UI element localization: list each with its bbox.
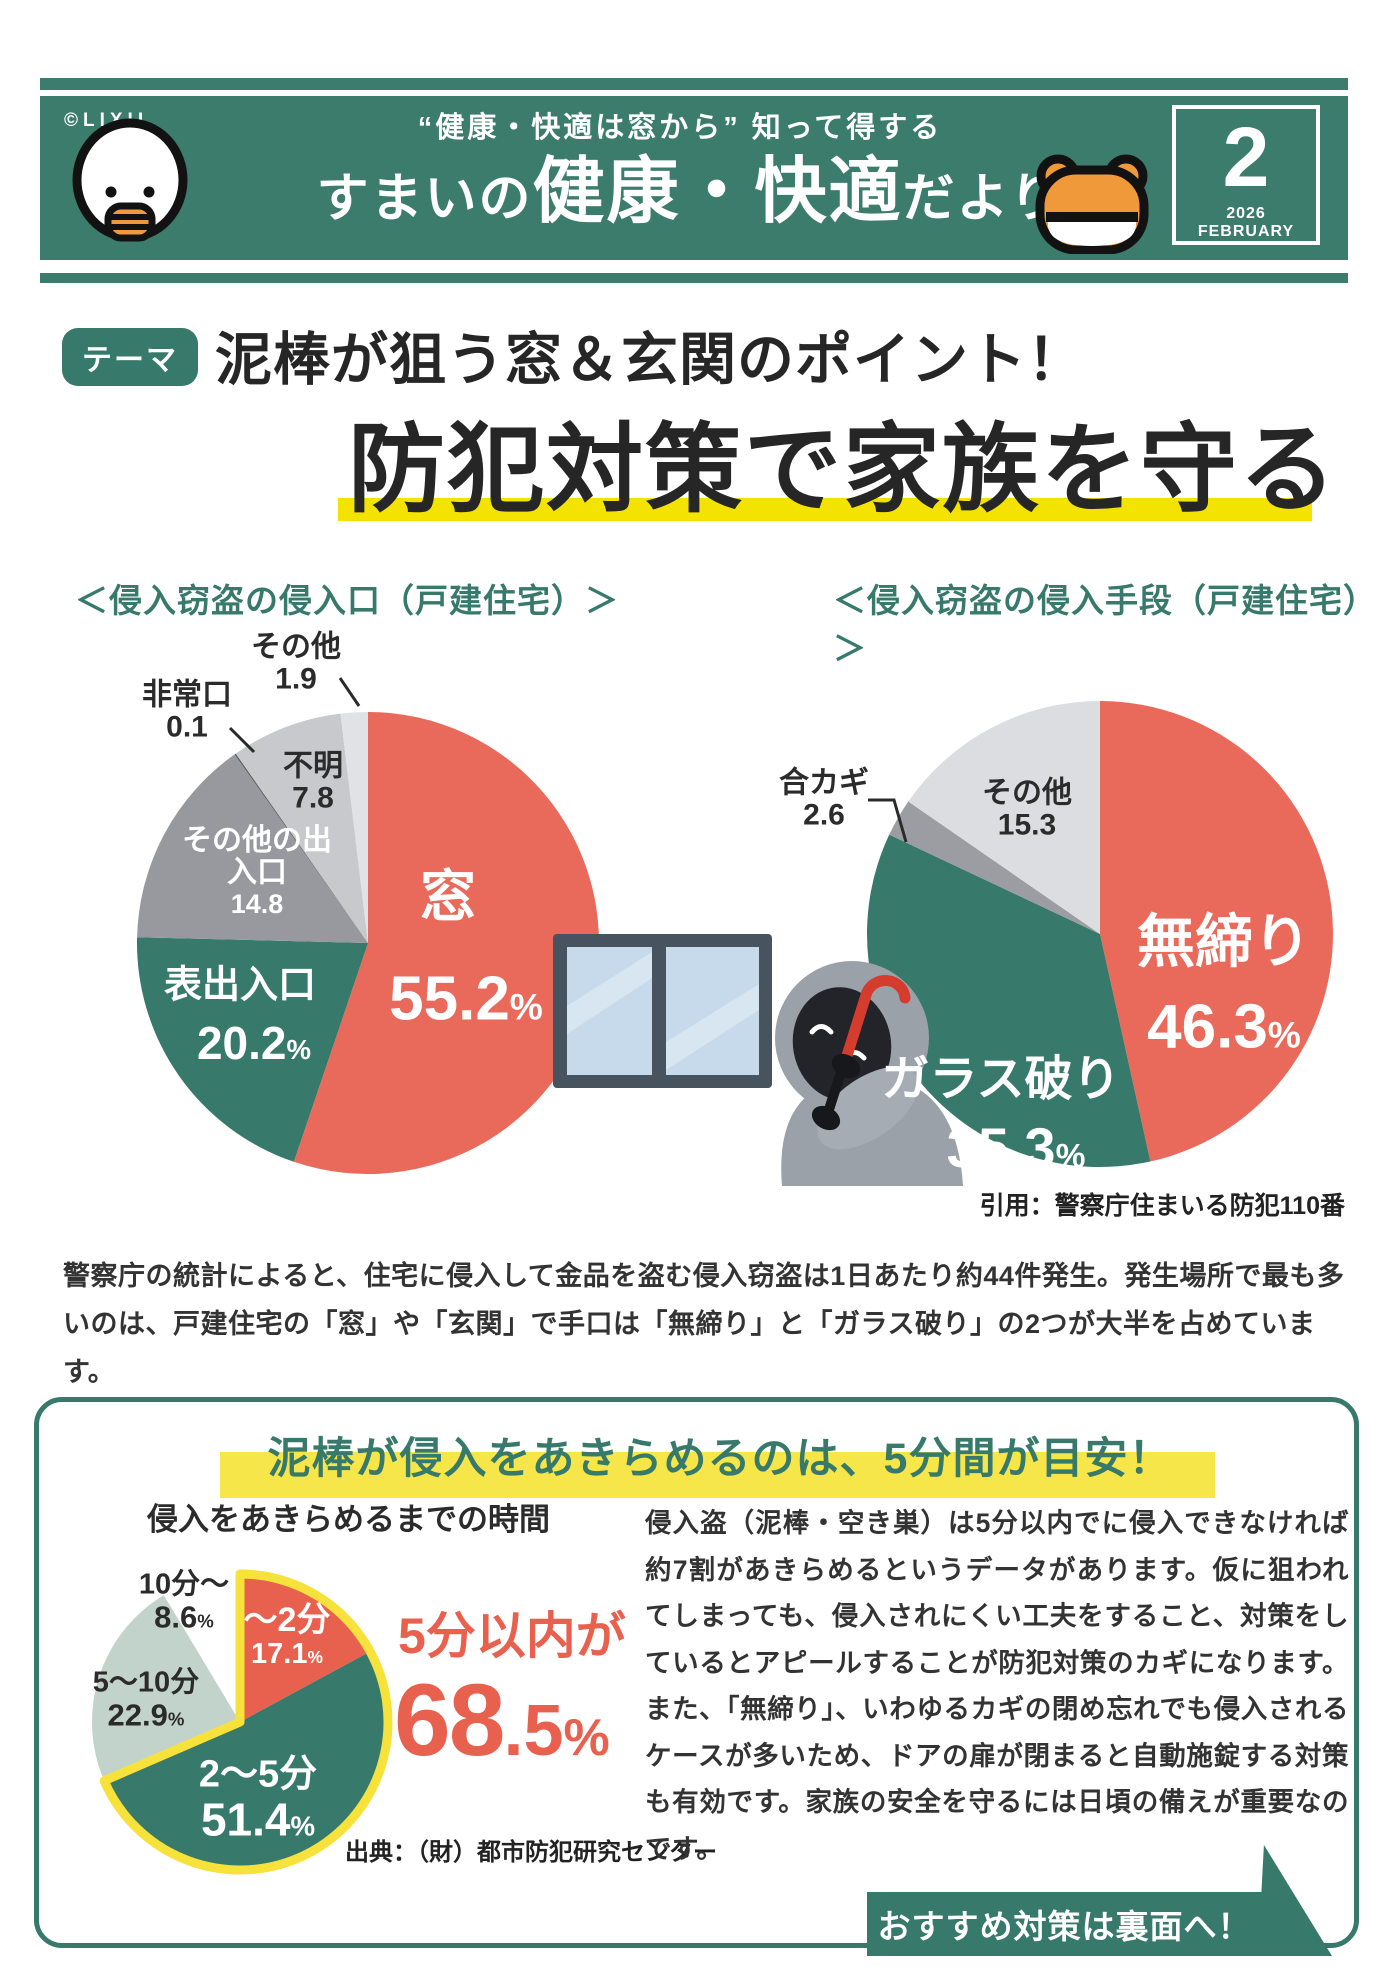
panel-body-text: 侵入盗（泥棒・空き巣）は5分以内でに侵入できなければ約7割があきらめるというデー… <box>645 1508 1349 1864</box>
slice-label-window: 窓 <box>420 864 476 928</box>
slice-label-over10min: 10分～ 8.6% <box>138 1568 230 1635</box>
panel-title: 泥棒が侵入をあきらめるのは、5分間が目安！ <box>267 1435 1173 1483</box>
slice-label-5to10min: 5～10分 22.9% <box>92 1666 200 1733</box>
header-bottom-rule <box>40 273 1348 283</box>
citation: 引用：警察庁住まいる防犯110番 <box>979 1192 1345 1220</box>
callout-value: 68.5% <box>394 1663 610 1777</box>
frog-mascot-icon <box>1035 154 1149 254</box>
slice-value-glass-breaking: 35.3% <box>946 1115 1086 1179</box>
leader-lines <box>228 677 908 843</box>
leader-hijoguchi <box>228 726 256 754</box>
small-pie-title: 侵入をあきらめるまでの時間 <box>147 1502 550 1537</box>
panel-title-marker <box>220 1452 1215 1498</box>
bottom-panel <box>34 1397 1359 1948</box>
slice-label-other-entrances: その他の出入口 14.8 <box>182 824 332 919</box>
header-banner: ©LIXIL “健康・快適は窓から” 知って得する すまいの 健康・快適 だより 2… <box>40 96 1348 260</box>
burglar-illustration <box>775 961 963 1186</box>
yellow-underline <box>338 498 1312 521</box>
header-tagline: “健康・快適は窓から” 知って得する <box>417 112 943 144</box>
leader-aikagi <box>868 798 908 843</box>
theme-badge: テーマ <box>62 328 198 386</box>
main-heading-line1: 泥棒が狙う窓＆玄関のポイント！ <box>215 328 1085 392</box>
slice-label-unknown: 不明 7.8 <box>283 749 343 815</box>
slice-value-window: 55.2% <box>389 964 543 1034</box>
window-illustration <box>553 934 772 1088</box>
issue-date-box: 2 2026 FEBRUARY <box>1172 105 1320 245</box>
slice-label-glass-breaking: ガラス破り <box>881 1053 1121 1107</box>
title-suffix: だより <box>902 170 1064 228</box>
data-source: 出典：（財）都市防犯研究センター <box>345 1839 717 1866</box>
title-prefix: すまいの <box>316 170 533 228</box>
issue-date: 2026 FEBRUARY <box>1197 205 1295 240</box>
left-pie-title: ＜侵入窃盗の侵入口（戸建住宅）＞ <box>75 582 619 619</box>
callout-label: 5分以内が <box>398 1608 626 1664</box>
header-top-rule <box>40 78 1348 90</box>
footer-banner: おすすめ対策は裏面へ！ <box>867 1892 1262 1956</box>
issue-number: 2 <box>1222 110 1270 204</box>
slice-label-front-entrance: 表出入口 <box>163 964 317 1007</box>
slice-value-front-entrance: 20.2% <box>196 1017 312 1070</box>
main-heading-line2: 防犯対策で家族を守る <box>348 415 1338 524</box>
title-main: 健康・快適 <box>532 152 903 232</box>
slice-value-unlocked: 46.3% <box>1147 992 1301 1062</box>
slice-label-other: その他 1.9 <box>251 630 341 696</box>
right-pie-title: ＜侵入窃盗の侵入手段（戸建住宅）＞ <box>833 582 1377 667</box>
slice-label-duplicate-key: 合カギ 2.6 <box>779 766 869 832</box>
slice-label-unlocked: 無締り <box>1136 909 1312 975</box>
intro-paragraph: 警察庁の統計によると、住宅に侵入して金品を盗む侵入窃盗は1日あたり約44件発生。… <box>63 1261 1345 1387</box>
slice-label-emergency-exit: 非常口 0.1 <box>142 678 232 744</box>
duck-mascot-icon <box>72 118 188 242</box>
slice-label-other-methods: その他 15.3 <box>982 776 1072 842</box>
newsletter-title: すまいの 健康・快適 だより <box>190 132 1190 237</box>
pie-charts <box>92 700 1334 1875</box>
leader-sonota-left <box>338 677 361 707</box>
slice-label-under2min: ～2分 17.1% <box>243 1600 331 1670</box>
slice-label-2to5min: 2～5分 51.4% <box>198 1753 318 1846</box>
